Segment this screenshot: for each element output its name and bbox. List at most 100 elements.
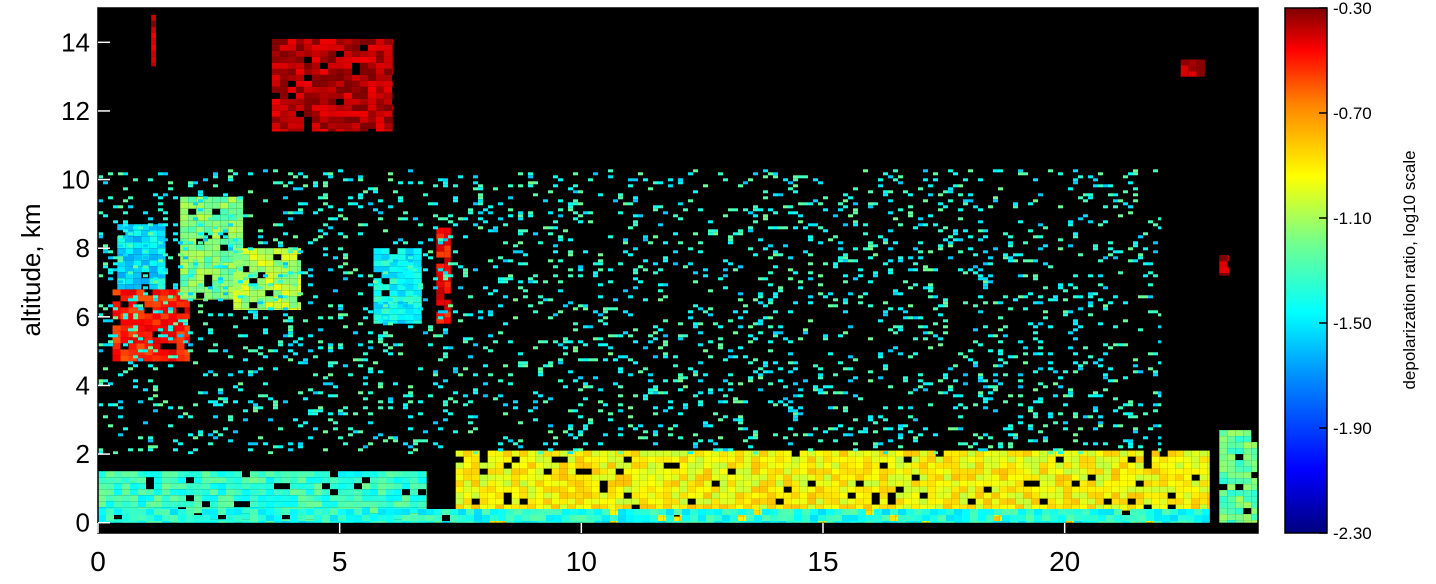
heatmap-cell <box>162 489 170 496</box>
heatmap-cell <box>312 44 320 51</box>
heatmap-cell <box>903 486 912 493</box>
heatmap-cell <box>631 492 640 499</box>
heatmap-cell <box>1068 223 1073 227</box>
heatmap-cell <box>336 110 344 117</box>
heatmap-cell <box>348 427 353 431</box>
heatmap-cell <box>1158 226 1162 230</box>
heatmap-cell <box>250 495 258 502</box>
heatmap-cell <box>748 178 753 182</box>
heatmap-cell <box>1078 325 1083 329</box>
heatmap-cell <box>257 260 266 267</box>
heatmap-cell <box>753 298 758 302</box>
heatmap-cell <box>895 480 904 487</box>
heatmap-cell <box>236 208 243 215</box>
heatmap-cell <box>306 489 314 496</box>
heatmap-cell <box>289 248 298 255</box>
heatmap-cell <box>753 208 758 212</box>
heatmap-cell <box>607 468 616 475</box>
heatmap-cell <box>463 274 468 278</box>
heatmap-cell <box>233 217 238 221</box>
heatmap-cell <box>241 260 250 267</box>
heatmap-cell <box>598 313 603 317</box>
heatmap-cell <box>288 211 293 215</box>
heatmap-cell <box>113 262 118 266</box>
heatmap-cell <box>842 509 850 515</box>
heatmap-cell <box>815 450 824 457</box>
heatmap-cell <box>643 394 648 398</box>
heatmap-cell <box>663 450 672 457</box>
heatmap-cell <box>148 217 153 221</box>
heatmap-cell <box>1053 370 1058 374</box>
heatmap-cell <box>573 211 578 215</box>
heatmap-cell <box>831 504 840 511</box>
heatmap-cell <box>320 44 328 51</box>
heatmap-cell <box>293 235 298 239</box>
heatmap-cell <box>986 509 994 515</box>
heatmap-cell <box>118 256 123 260</box>
heatmap-cell <box>978 515 986 521</box>
heatmap-cell <box>133 230 142 237</box>
heatmap-cell <box>384 110 392 117</box>
heatmap-cell <box>163 172 168 176</box>
heatmap-cell <box>647 480 656 487</box>
heatmap-cell <box>527 492 536 499</box>
heatmap-cell <box>1235 448 1244 455</box>
heatmap-cell <box>163 271 168 275</box>
heatmap-cell <box>578 202 583 206</box>
heatmap-cell <box>663 480 672 487</box>
heatmap-cell <box>288 358 293 362</box>
heatmap-cell <box>98 349 103 353</box>
heatmap-cell <box>535 504 544 511</box>
heatmap-cell <box>778 515 786 521</box>
heatmap-cell <box>695 468 704 475</box>
heatmap-cell <box>136 313 145 320</box>
heatmap-cell <box>551 498 560 505</box>
heatmap-cell <box>288 104 296 111</box>
heatmap-cell <box>848 259 853 263</box>
heatmap-cell <box>898 181 903 185</box>
heatmap-cell <box>563 346 568 350</box>
heatmap-cell <box>848 367 853 371</box>
heatmap-cell <box>978 376 983 380</box>
heatmap-cell <box>455 492 464 499</box>
heatmap-cell <box>738 382 743 386</box>
heatmap-cell <box>236 214 243 221</box>
heatmap-cell <box>1073 286 1078 290</box>
heatmap-cell <box>392 56 393 63</box>
heatmap-cell <box>838 202 843 206</box>
heatmap-cell <box>908 193 913 197</box>
heatmap-cell <box>1183 450 1192 457</box>
heatmap-cell <box>130 477 138 484</box>
heatmap-cell <box>743 474 752 481</box>
heatmap-cell <box>1018 295 1023 299</box>
heatmap-cell <box>673 214 678 218</box>
heatmap-cell <box>402 477 410 484</box>
heatmap-cell <box>793 361 798 365</box>
heatmap-cell <box>1191 504 1200 511</box>
heatmap-cell <box>108 403 113 407</box>
heatmap-cell <box>272 80 280 87</box>
heatmap-cell <box>336 44 344 51</box>
heatmap-cell <box>751 486 760 493</box>
heatmap-cell <box>768 400 773 404</box>
heatmap-cell <box>336 56 344 63</box>
heatmap-cell <box>933 268 938 272</box>
heatmap-cell <box>839 486 848 493</box>
heatmap-cell <box>839 450 848 457</box>
heatmap-cell <box>647 456 656 463</box>
heatmap-cell <box>958 394 963 398</box>
heatmap-cell <box>418 286 423 290</box>
heatmap-cell <box>783 178 788 182</box>
heatmap-cell <box>893 178 898 182</box>
heatmap-cell <box>308 334 313 338</box>
heatmap-cell <box>673 379 678 383</box>
heatmap-cell <box>1023 361 1028 365</box>
heatmap-cell <box>567 468 576 475</box>
heatmap-cell <box>687 480 696 487</box>
heatmap-cell <box>1118 406 1123 410</box>
heatmap-cell <box>1048 298 1053 302</box>
heatmap-cell <box>1083 346 1088 350</box>
heatmap-cell <box>1033 400 1038 404</box>
heatmap-cell <box>908 415 913 419</box>
heatmap-cell <box>999 468 1008 475</box>
